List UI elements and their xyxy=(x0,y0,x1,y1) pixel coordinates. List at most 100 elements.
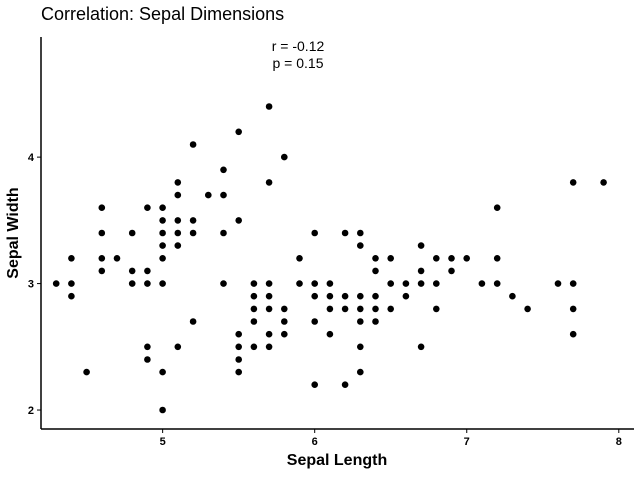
data-point xyxy=(68,254,75,262)
data-point xyxy=(144,280,151,287)
x-tick-label: 5 xyxy=(160,436,166,448)
y-tick-label: 3 xyxy=(28,279,34,291)
data-point xyxy=(144,356,151,363)
data-point xyxy=(68,292,75,300)
data-point xyxy=(509,292,516,300)
y-axis-ticks: 2 3 4 xyxy=(28,152,41,417)
data-point xyxy=(554,280,562,287)
x-axis-ticks: 5 6 7 8 xyxy=(160,429,622,448)
data-point xyxy=(265,330,273,338)
data-point xyxy=(128,229,136,237)
data-point xyxy=(341,381,349,389)
data-point xyxy=(265,305,273,313)
data-point xyxy=(250,280,258,287)
data-point xyxy=(250,305,258,313)
data-point xyxy=(220,229,227,237)
data-point xyxy=(357,242,364,249)
data-point xyxy=(493,254,501,262)
data-point xyxy=(265,280,273,287)
data-point xyxy=(128,280,136,287)
data-point xyxy=(311,280,319,287)
data-point xyxy=(159,229,166,237)
data-point xyxy=(357,305,364,313)
data-point xyxy=(387,254,395,262)
data-point xyxy=(296,280,303,287)
data-point xyxy=(311,292,319,300)
data-point xyxy=(357,318,364,325)
data-point xyxy=(341,292,349,300)
data-point xyxy=(98,254,106,262)
y-tick-label: 2 xyxy=(28,405,34,417)
data-point xyxy=(235,356,242,363)
data-point xyxy=(265,179,273,186)
data-point xyxy=(159,204,166,211)
data-point xyxy=(326,292,334,300)
data-point xyxy=(144,267,151,275)
annotation-group: r = -0.12p = 0.15 xyxy=(272,38,325,71)
data-point xyxy=(433,305,440,313)
data-point xyxy=(235,128,242,136)
data-point xyxy=(311,318,319,325)
data-point xyxy=(189,318,197,325)
data-point xyxy=(296,254,303,262)
y-axis-label: Sepal Width xyxy=(5,187,22,278)
data-point xyxy=(159,254,166,262)
data-point xyxy=(417,242,425,249)
data-point xyxy=(220,280,227,287)
data-point xyxy=(448,267,455,275)
data-point xyxy=(478,280,486,287)
data-point xyxy=(159,368,166,376)
data-point xyxy=(569,305,577,313)
data-point xyxy=(174,217,182,224)
annotation-text: r = -0.12 xyxy=(272,38,325,54)
data-point xyxy=(250,343,258,351)
data-point xyxy=(189,141,197,148)
data-point xyxy=(98,204,106,211)
data-point xyxy=(265,343,273,351)
data-point xyxy=(159,217,166,224)
x-tick-label: 8 xyxy=(616,436,622,448)
data-point xyxy=(417,267,425,275)
data-point xyxy=(205,191,212,199)
data-point xyxy=(569,330,577,338)
data-point xyxy=(159,406,166,414)
data-point xyxy=(357,368,364,376)
data-point xyxy=(433,254,440,262)
data-point xyxy=(174,343,182,351)
data-point xyxy=(569,280,577,287)
data-point xyxy=(265,292,273,300)
data-point xyxy=(493,280,501,287)
data-point xyxy=(128,267,136,275)
data-points xyxy=(52,103,607,414)
data-point xyxy=(189,217,197,224)
data-point xyxy=(281,305,288,313)
data-point xyxy=(220,191,227,199)
data-point xyxy=(265,103,273,110)
data-point xyxy=(600,179,607,186)
data-point xyxy=(98,267,106,275)
x-axis-label: Sepal Length xyxy=(287,452,387,469)
data-point xyxy=(341,229,349,237)
data-point xyxy=(433,280,440,287)
data-point xyxy=(281,330,288,338)
data-point xyxy=(159,280,166,287)
data-point xyxy=(174,229,182,237)
data-point xyxy=(402,280,410,287)
data-point xyxy=(174,191,182,199)
data-point xyxy=(569,179,577,186)
data-point xyxy=(402,292,410,300)
data-point xyxy=(357,343,364,351)
data-point xyxy=(250,292,258,300)
data-point xyxy=(235,343,242,351)
data-point xyxy=(326,280,334,287)
data-point xyxy=(372,318,379,325)
data-point xyxy=(68,280,75,287)
data-point xyxy=(341,305,349,313)
data-point xyxy=(189,229,197,237)
data-point xyxy=(235,330,242,338)
data-point xyxy=(281,153,288,161)
x-tick-label: 6 xyxy=(312,436,318,448)
data-point xyxy=(357,229,364,237)
data-point xyxy=(372,254,379,262)
data-point xyxy=(357,292,364,300)
